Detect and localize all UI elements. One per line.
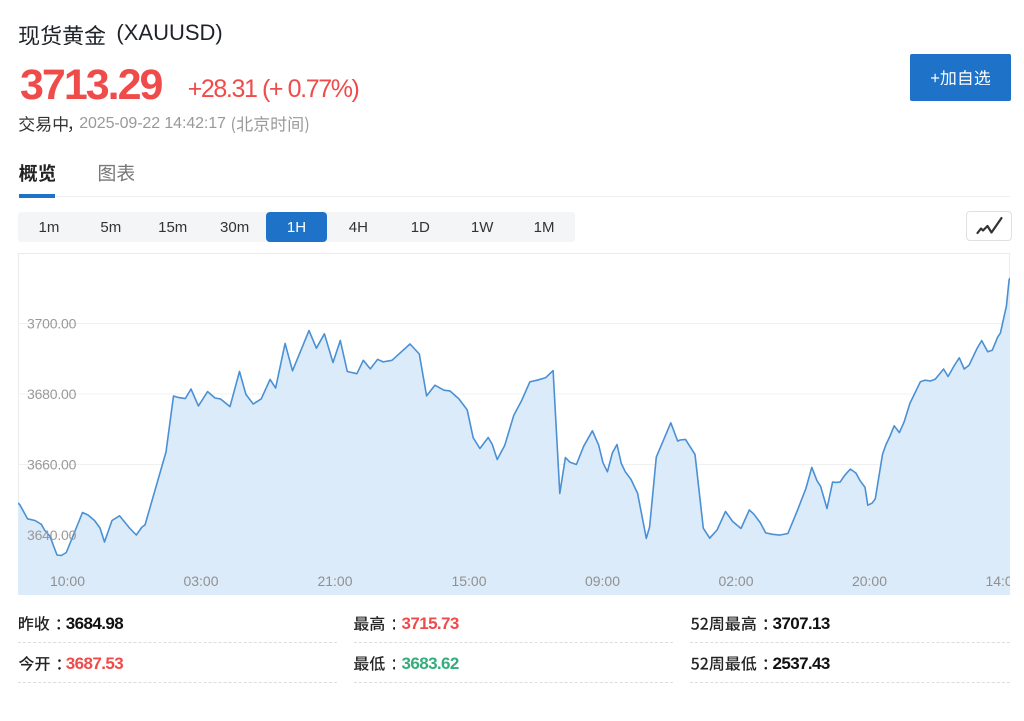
svg-text:3640.00: 3640.00 [27,527,77,543]
svg-text:3700.00: 3700.00 [27,316,77,332]
svg-text:14:00: 14:00 [985,573,1010,589]
svg-text:03:00: 03:00 [183,573,218,589]
svg-text:02:00: 02:00 [718,573,753,589]
svg-text:15:00: 15:00 [451,573,486,589]
svg-text:3680.00: 3680.00 [27,386,77,402]
svg-text:3660.00: 3660.00 [27,457,77,473]
svg-text:10:00: 10:00 [50,573,85,589]
svg-text:09:00: 09:00 [585,573,620,589]
svg-text:20:00: 20:00 [852,573,887,589]
svg-text:21:00: 21:00 [317,573,352,589]
